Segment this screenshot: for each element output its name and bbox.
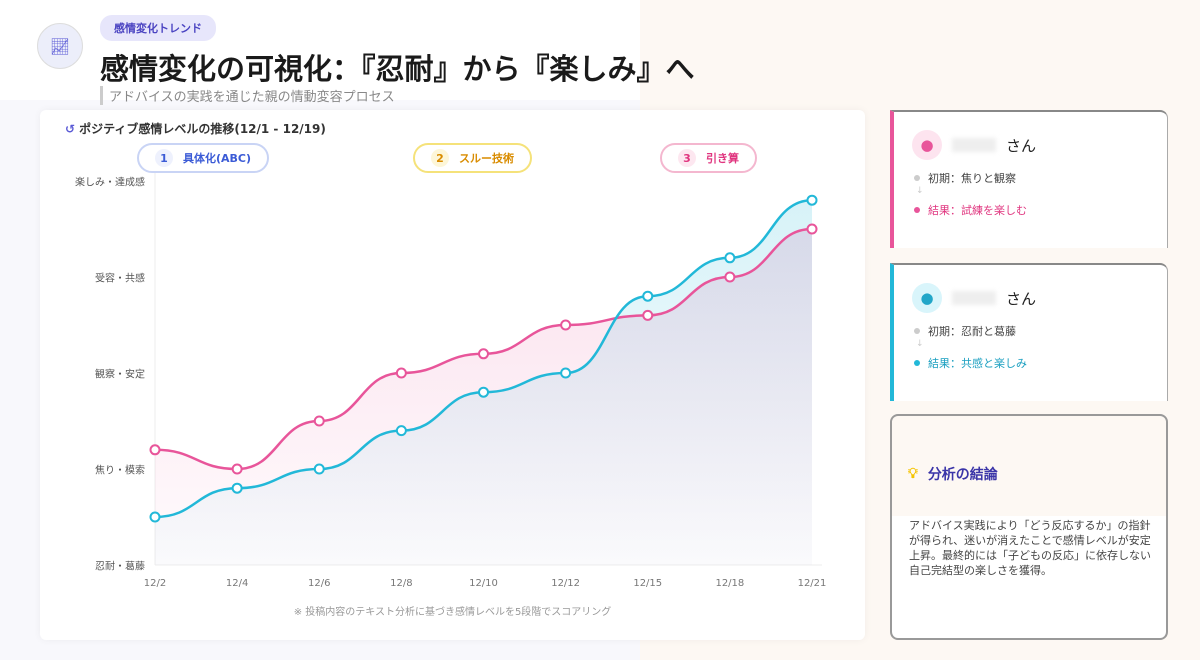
data-point — [478, 348, 489, 360]
data-point — [149, 511, 161, 523]
data-point — [806, 223, 818, 235]
arrow-down-icon: ↓ — [916, 339, 924, 349]
x-tick-label: 12/2 — [143, 578, 167, 589]
page-title: 感情変化の可視化：『忍耐』から『楽しみ』へ — [100, 52, 695, 86]
data-point — [724, 252, 736, 264]
phase-label: 引き算 — [706, 152, 739, 165]
person-card-1: ● さん 初期：焦りと観察 ↓ 結果：試練を楽しむ — [890, 110, 1168, 248]
x-tick-label: 12/21 — [797, 578, 827, 589]
phase-number: 1 — [155, 149, 173, 167]
phase-badge-2: 2 スルー技術 — [413, 143, 532, 173]
x-tick-label: 12/6 — [308, 578, 331, 589]
data-point — [806, 194, 818, 206]
data-point — [313, 415, 325, 427]
data-point — [642, 290, 654, 302]
phase-label: スルー技術 — [459, 152, 514, 165]
data-point — [231, 482, 243, 494]
name-suffix: さん — [1006, 289, 1037, 308]
initial-state: 初期：焦りと観察 — [928, 172, 1016, 185]
y-tick-label: 観察・安定 — [95, 369, 145, 381]
data-point — [724, 271, 736, 283]
x-tick-label: 12/15 — [633, 578, 663, 589]
phase-number: 2 — [431, 149, 449, 167]
x-tick-label: 12/4 — [225, 578, 249, 589]
x-tick-label: 12/12 — [551, 578, 581, 589]
chart-line-icon: 📈︎ — [37, 23, 83, 69]
phase-label: 具体化(ABC) — [183, 152, 252, 165]
phase-number: 3 — [678, 149, 696, 167]
user-icon: ● — [912, 130, 942, 160]
conclusion-title: 分析の結論 — [927, 467, 998, 483]
y-tick-label: 受容・共感 — [95, 273, 145, 285]
person-card-2: ● さん 初期：忍耐と葛藤 ↓ 結果：共感と楽しみ — [890, 263, 1168, 401]
page-subtitle: アドバイスの実践を通じた親の情動変容プロセス — [100, 86, 395, 105]
result-state: 結果：共感と楽しみ — [928, 357, 1027, 370]
data-point — [395, 367, 407, 379]
y-tick-label: 焦り・模索 — [95, 465, 145, 477]
data-point — [560, 367, 572, 379]
history-icon: ↺ — [65, 122, 76, 136]
redacted-name — [952, 291, 996, 305]
category-tag: 感情変化トレンド — [100, 15, 216, 41]
redacted-name — [952, 138, 996, 152]
data-point — [149, 444, 161, 456]
y-tick-label: 忍耐・葛藤 — [95, 561, 145, 573]
x-tick-label: 12/8 — [390, 578, 413, 589]
conclusion-text: アドバイス実践により「どう反応するか」の指針が得られ、迷いが消えたことで感情レベ… — [909, 519, 1151, 577]
data-point — [478, 386, 489, 398]
chart-title-text: ポジティブ感情レベルの推移(12/1 - 12/19) — [79, 122, 326, 136]
chart-title: ↺ ポジティブ感情レベルの推移(12/1 - 12/19) — [65, 120, 326, 137]
result-state: 結果：試練を楽しむ — [928, 204, 1027, 217]
data-point — [560, 319, 572, 331]
arrow-down-icon: ↓ — [916, 186, 924, 196]
data-point — [231, 463, 243, 475]
data-point — [642, 309, 654, 321]
data-point — [313, 463, 325, 475]
initial-state: 初期：忍耐と葛藤 — [928, 325, 1016, 338]
x-tick-label: 12/10 — [469, 578, 498, 589]
name-suffix: さん — [1006, 136, 1037, 155]
phase-badge-1: 1 具体化(ABC) — [137, 143, 270, 173]
chart-note: ※ 投稿内容のテキスト分析に基づき感情レベルを5段階でスコアリング — [293, 607, 612, 618]
lightbulb-icon: 💡︎ — [908, 466, 918, 482]
data-point — [395, 425, 407, 437]
user-icon: ● — [912, 283, 942, 313]
phase-badge-3: 3 引き算 — [660, 143, 757, 173]
conclusion-card: 💡︎ 分析の結論 アドバイス実践により「どう反応するか」の指針が得られ、迷いが消え… — [890, 414, 1168, 640]
y-tick-label: 楽しみ・達成感 — [75, 177, 145, 189]
x-tick-label: 12/18 — [715, 578, 745, 589]
